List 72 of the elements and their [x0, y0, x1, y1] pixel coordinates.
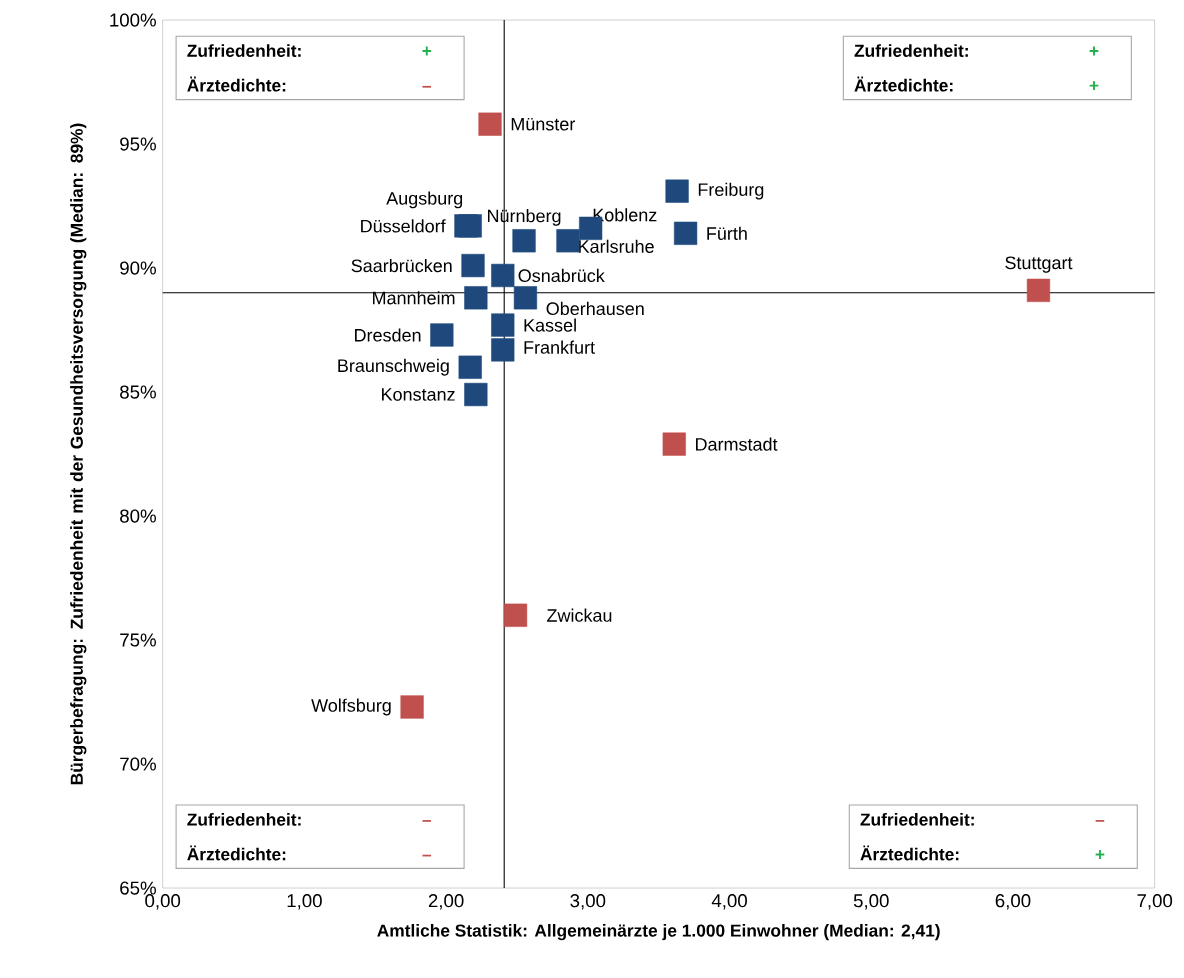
- annotation: Zufriedenheit:: [854, 44, 968, 57]
- series-label: Koblenz: [593, 208, 657, 222]
- x-tick-label: 1,00: [287, 894, 322, 910]
- point: [1026, 278, 1051, 302]
- annotation: Ärztedichte:: [187, 76, 286, 92]
- annotation: –: [422, 854, 432, 857]
- annotation: +: [1089, 81, 1099, 91]
- annotation: +: [422, 46, 432, 56]
- point: [674, 221, 698, 245]
- series-label: Karlsruhe: [579, 239, 654, 253]
- point: [512, 229, 536, 253]
- annotation: –: [1095, 820, 1105, 822]
- series-label: Düsseldorf: [361, 219, 446, 233]
- series-label: Mannheim: [373, 291, 455, 305]
- series-label: Konstanz: [382, 388, 455, 401]
- annotation: Zufriedenheit:: [860, 813, 974, 826]
- series-label: Kassel: [524, 318, 576, 332]
- point: [662, 432, 686, 456]
- series-label: Stuttgart: [1005, 256, 1073, 273]
- y-axis-title: Bürgerbefragung: Zufriedenheit mit der Gesundheitsversorgung (Median: 89%): [70, 123, 87, 785]
- x-tick-label: 5,00: [853, 894, 889, 910]
- x-tick-label: 4,00: [711, 894, 747, 910]
- point: [400, 695, 424, 719]
- point: [458, 355, 482, 379]
- point: [491, 263, 515, 288]
- series-label: Münster: [511, 117, 576, 131]
- series-label: Dresden: [355, 328, 421, 342]
- annotation: +: [1095, 850, 1105, 859]
- series-label: Frankfurt: [524, 340, 595, 354]
- x-tick-label: 6,00: [995, 894, 1031, 910]
- annotation: Zufriedenheit:: [187, 44, 301, 57]
- annotation: Ärztedichte:: [187, 845, 286, 861]
- annotation: Zufriedenheit:: [187, 813, 301, 826]
- series-label: Augsburg: [386, 191, 463, 209]
- point: [491, 338, 515, 362]
- point: [461, 253, 485, 278]
- point: [464, 382, 488, 407]
- x-tick-label: 2,00: [428, 894, 464, 910]
- x-tick-label: 7,00: [1137, 894, 1173, 910]
- annotation: –: [422, 85, 432, 88]
- y-tick-label: 70%: [120, 757, 156, 771]
- series-label: Zwickau: [547, 608, 612, 622]
- annotation: +: [1089, 46, 1099, 56]
- point: [513, 286, 538, 310]
- x-axis-title: Amtliche Statistik: Allgemeinärzte je 1.000 Einwohner (Median: 2,41): [377, 923, 940, 941]
- y-tick-label: 90%: [120, 261, 156, 275]
- annotation: –: [422, 820, 432, 822]
- point: [430, 323, 454, 347]
- series-label: Fürth: [707, 226, 747, 240]
- annotation: Ärztedichte:: [854, 76, 953, 92]
- x-tick-label: 0,00: [145, 894, 181, 910]
- point: [503, 603, 528, 627]
- point: [464, 286, 488, 310]
- y-tick-label: 75%: [120, 633, 156, 647]
- y-tick-label: 100%: [110, 13, 156, 27]
- series-label: Freiburg: [698, 182, 764, 200]
- series-label: Wolfsburg: [311, 698, 391, 716]
- point: [491, 313, 515, 337]
- point: [665, 179, 689, 203]
- annotation: Ärztedichte:: [860, 845, 959, 861]
- point: [478, 112, 502, 136]
- series-label: Braunschweig: [338, 358, 449, 376]
- point: [556, 229, 580, 253]
- series-label: Oberhausen: [546, 301, 644, 316]
- series-label: Saarbrücken: [351, 258, 452, 273]
- series-label: Osnabrück: [518, 268, 605, 283]
- y-tick-label: 85%: [120, 385, 156, 399]
- x-tick-label: 3,00: [570, 894, 606, 910]
- y-tick-label: 95%: [120, 137, 156, 151]
- series-label: Darmstadt: [696, 437, 778, 451]
- y-tick-label: 80%: [120, 509, 156, 523]
- y-tick-label: 65%: [120, 881, 156, 895]
